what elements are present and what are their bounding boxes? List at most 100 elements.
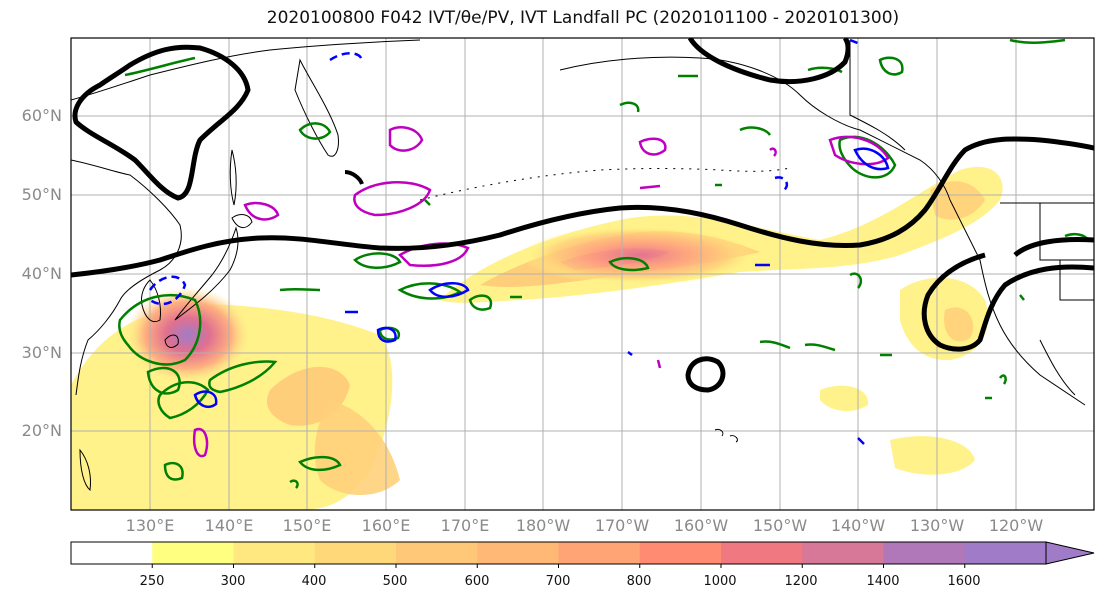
theta-e-contour	[353, 252, 402, 269]
lon-label-160w: 160°W	[673, 516, 729, 535]
colorbar-tick-label: 1000	[703, 574, 737, 589]
japan-kyushu	[164, 334, 179, 348]
colorbar-swatch	[152, 542, 234, 564]
theta-e-contour	[468, 294, 493, 311]
colorbar-swatch	[883, 542, 966, 564]
theta-e-contour	[619, 101, 640, 113]
lat-label-50n: 50°N	[21, 185, 62, 204]
theta-e-contour	[1019, 294, 1025, 301]
landfall-pc-contour	[71, 136, 1094, 278]
colorbar-swatch	[558, 542, 641, 564]
theta-e-contour	[146, 366, 181, 395]
ivt-plume-south	[314, 400, 400, 495]
theta-e-contour	[279, 287, 321, 292]
colorbar	[70, 541, 1095, 568]
sakhalin	[229, 149, 237, 206]
pv-contour	[828, 135, 890, 166]
lon-label-130e: 130°E	[125, 516, 175, 535]
pv-contour	[388, 126, 424, 152]
lon-label-140e: 140°E	[204, 516, 254, 535]
landfall-pc-contour	[685, 356, 726, 393]
colorbar-swatch	[802, 542, 884, 564]
landfall-pc-contours	[71, 38, 1094, 393]
lon-label-170w: 170°W	[594, 516, 650, 535]
lon-label-170e: 170°E	[440, 516, 490, 535]
alaska-coast	[559, 56, 951, 201]
pv-contour-dashed	[329, 52, 364, 62]
colorbar-tick-label: 300	[220, 574, 246, 589]
colorbar-swatch	[639, 542, 722, 564]
theta-e-contour	[1009, 38, 1066, 44]
colorbar-tick-label: 400	[301, 574, 327, 589]
lon-label-150w: 150°W	[752, 516, 808, 535]
colorbar-tick-label: 500	[382, 574, 408, 589]
ivt-river-glow	[520, 225, 760, 285]
theta-e-contour	[804, 343, 836, 352]
map-panel	[71, 38, 1094, 510]
ivt-south-blob-2	[820, 385, 869, 412]
colorbar-tick-label: 1600	[947, 574, 981, 589]
colorbar-tick-label: 1400	[866, 574, 900, 589]
map-title-text: 2020100800 F042 IVT/θe/PV, IVT Landfall …	[266, 8, 900, 28]
ivt-east-mid	[944, 307, 974, 342]
philippines	[79, 448, 91, 491]
japan-hokkaido	[231, 214, 253, 228]
pv-contour	[769, 147, 777, 157]
ivt-south-blob	[890, 436, 975, 475]
theta-e-contour	[163, 461, 184, 481]
theta-e-contour	[608, 256, 650, 272]
japan-honshu	[174, 226, 239, 321]
graticule	[71, 38, 1094, 510]
lon-label-140w: 140°W	[830, 516, 886, 535]
landfall-pc-contour	[72, 44, 251, 201]
pv-contour	[376, 326, 397, 343]
landfall-pc-contour	[344, 170, 364, 185]
pv-contour	[193, 427, 209, 458]
lat-label-30n: 30°N	[21, 343, 62, 362]
lon-label-180w: 180°W	[515, 516, 571, 535]
lat-label-20n: 20°N	[21, 421, 62, 440]
pv-contour	[353, 181, 432, 217]
pv-contour	[638, 137, 667, 156]
theta-e-contour	[424, 199, 431, 206]
pv-contour-dashed	[774, 176, 789, 194]
colorbar-swatch	[721, 542, 803, 564]
pv-contour	[656, 359, 662, 369]
theta-e-contour	[397, 282, 463, 300]
north-america-coast	[949, 199, 1086, 406]
colorbar-tick-label: 700	[545, 574, 571, 589]
landfall-pc-contour	[687, 38, 851, 85]
kamchatka	[294, 58, 339, 157]
theta-e-contour	[157, 381, 210, 420]
theta-e-contour	[807, 66, 843, 74]
colorbar-tick-label: 1200	[784, 574, 818, 589]
colorbar-swatch	[314, 542, 397, 564]
colorbar-frame	[70, 541, 1047, 565]
theta-e-contour	[289, 479, 299, 489]
map-frame	[70, 37, 1095, 511]
korea-peninsula	[141, 279, 161, 323]
hawaii	[714, 429, 738, 443]
map-title: 2020100800 F042 IVT/θe/PV, IVT Landfall …	[0, 8, 1105, 28]
colorbar-swatch	[71, 542, 153, 564]
colorbar-swatch	[964, 542, 1047, 564]
pv-contour	[243, 201, 280, 221]
lon-label-130w: 130°W	[909, 516, 965, 535]
theta-e-contour	[208, 360, 278, 394]
pv-contour	[853, 147, 890, 171]
theta-e-contour	[739, 126, 772, 136]
lon-label-150e: 150°E	[282, 516, 332, 535]
baja-coast	[1039, 339, 1076, 396]
theta-e-contour	[998, 374, 1007, 385]
alaska-border	[849, 40, 906, 151]
landfall-pc-contour	[921, 252, 1094, 352]
pv-blue-contours	[148, 38, 890, 445]
ivt-typhoon-core	[126, 287, 250, 383]
us-canada-border	[1000, 202, 1094, 301]
theta-e-contour	[878, 56, 904, 76]
colorbar-swatch	[233, 542, 316, 564]
pv-contour	[627, 351, 633, 356]
pv-contour	[639, 184, 661, 190]
lat-label-40n: 40°N	[21, 264, 62, 283]
pv-contour	[193, 390, 218, 408]
